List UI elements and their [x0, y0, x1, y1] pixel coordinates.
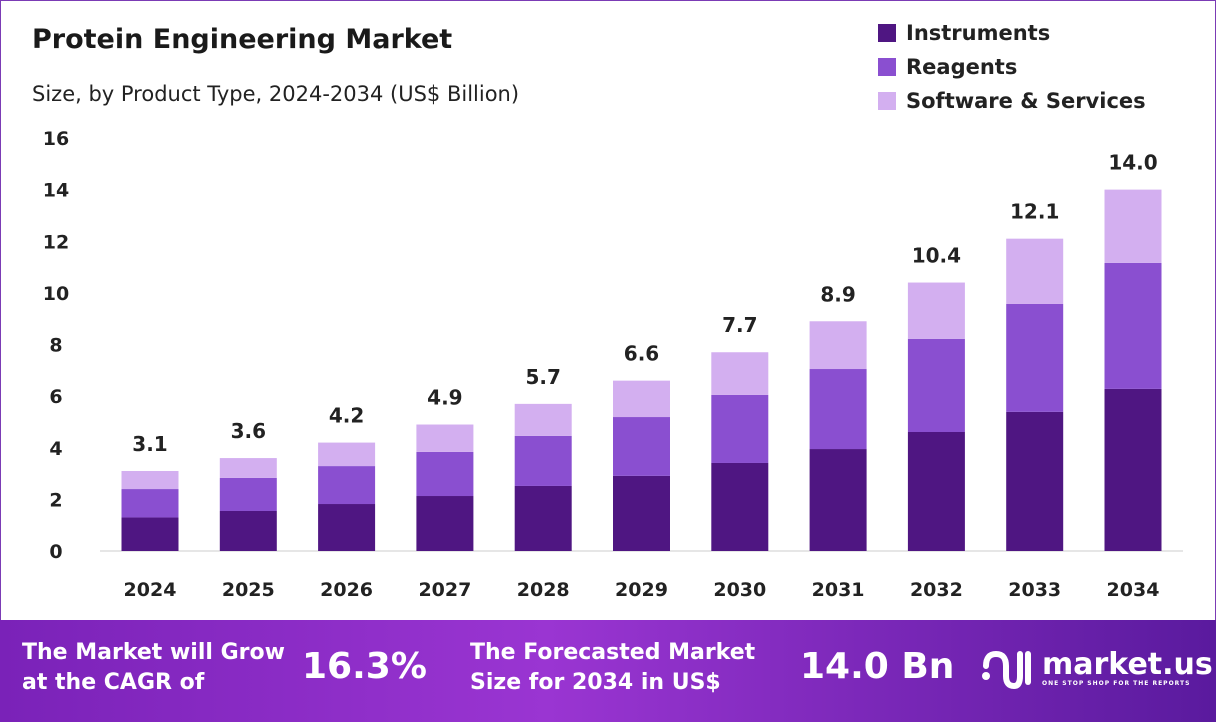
- bar-segment: [318, 504, 376, 551]
- x-tick-label: 2026: [320, 579, 373, 601]
- cagr-label-line: at the CAGR of: [22, 670, 205, 695]
- bar-segment: [1104, 262, 1162, 389]
- x-tick-label: 2031: [812, 579, 865, 601]
- bar-segment: [1104, 388, 1162, 551]
- legend-item-reagents: Reagents: [878, 50, 1146, 84]
- y-tick-label: 6: [49, 386, 62, 408]
- bar-segment: [416, 496, 474, 551]
- data-label: 14.0: [1108, 151, 1157, 175]
- x-tick-label: 2029: [615, 579, 668, 601]
- x-tick-label: 2024: [124, 579, 177, 601]
- x-tick-label: 2025: [222, 579, 275, 601]
- x-tick-label: 2027: [418, 579, 471, 601]
- market-us-logo: market.us ONE STOP SHOP FOR THE REPORTS: [980, 646, 1213, 690]
- data-label: 12.1: [1010, 200, 1059, 224]
- legend-swatch: [878, 58, 896, 76]
- x-tick-label: 2034: [1107, 579, 1160, 601]
- data-label: 8.9: [820, 282, 855, 306]
- y-tick-label: 2: [49, 489, 62, 511]
- forecast-label: The Forecasted Market Size for 2034 in U…: [470, 638, 755, 698]
- bar-segment: [1006, 411, 1064, 551]
- y-tick-label: 10: [43, 283, 69, 305]
- bar-segment: [809, 449, 867, 551]
- legend-label: Reagents: [906, 55, 1018, 79]
- data-label: 4.9: [427, 386, 462, 410]
- bar-segment: [416, 451, 474, 497]
- legend-label: Instruments: [906, 21, 1051, 45]
- bar-segment: [711, 394, 769, 463]
- y-tick-label: 12: [43, 231, 69, 253]
- bar-segment: [907, 282, 965, 339]
- bar-segment: [1006, 303, 1064, 412]
- x-tick-label: 2028: [517, 579, 570, 601]
- data-label: 3.1: [132, 432, 167, 456]
- y-tick-label: 4: [49, 438, 62, 460]
- x-tick-label: 2030: [713, 579, 766, 601]
- bar-segment: [613, 475, 670, 551]
- footer-banner: The Market will Grow at the CAGR of 16.3…: [0, 620, 1216, 722]
- y-tick-label: 0: [49, 541, 62, 563]
- data-label: 10.4: [912, 244, 961, 268]
- cagr-label-line: The Market will Grow: [22, 640, 285, 665]
- legend-item-instruments: Instruments: [878, 16, 1146, 50]
- bar-segment: [514, 403, 572, 436]
- bar-segment: [416, 424, 474, 452]
- bar-segment: [121, 517, 179, 551]
- bar-segment: [121, 489, 179, 518]
- legend-item-software-services: Software & Services: [878, 84, 1146, 118]
- y-tick-label: 16: [43, 128, 69, 150]
- logo-tagline: ONE STOP SHOP FOR THE REPORTS: [1042, 679, 1191, 687]
- bar-segment: [809, 369, 867, 450]
- data-label: 6.6: [624, 342, 659, 366]
- bar-segment: [318, 466, 376, 505]
- bar-segment: [613, 380, 670, 418]
- data-label: 7.7: [722, 313, 757, 337]
- bar-segment: [318, 442, 376, 467]
- bar-segment: [711, 352, 769, 395]
- chart-subtitle: Size, by Product Type, 2024-2034 (US$ Bi…: [32, 82, 520, 106]
- y-tick-label: 8: [49, 335, 62, 357]
- cagr-value: 16.3%: [302, 646, 427, 687]
- legend-swatch: [878, 24, 896, 42]
- data-label: 3.6: [231, 419, 266, 443]
- bar-segment: [613, 417, 670, 476]
- bar-segment: [219, 477, 277, 511]
- forecast-label-line: The Forecasted Market: [470, 640, 756, 665]
- bar-segment: [1006, 238, 1064, 304]
- bar-segment: [219, 510, 277, 551]
- bar-chart: 0 2 4 6 8 10 12 14 16 2024 3.1 2025 3.6 2026 4.2 2027 4.…: [43, 128, 1183, 601]
- legend-label: Software & Services: [906, 89, 1146, 113]
- forecast-value: 14.0 Bn: [800, 646, 955, 687]
- cagr-label: The Market will Grow at the CAGR of: [22, 638, 285, 698]
- x-tick-label: 2033: [1008, 579, 1061, 601]
- forecast-label-line: Size for 2034 in US$: [470, 670, 721, 695]
- logo-mark-icon: [982, 650, 1031, 690]
- legend: Instruments Reagents Software & Services: [878, 16, 1146, 118]
- data-label: 5.7: [525, 365, 560, 389]
- bar-segment: [809, 321, 867, 370]
- y-tick-label: 14: [43, 180, 69, 202]
- bar-segment: [121, 470, 179, 490]
- bar-segment: [219, 458, 277, 478]
- chart-title: Protein Engineering Market: [32, 24, 453, 55]
- legend-swatch: [878, 92, 896, 110]
- bar-segment: [907, 432, 965, 551]
- bar-segment: [711, 462, 769, 551]
- logo-text: market.us: [1042, 646, 1213, 682]
- x-tick-label: 2032: [910, 579, 963, 601]
- bar-segment: [1104, 189, 1162, 263]
- bar-segment: [514, 435, 572, 486]
- data-label: 4.2: [329, 404, 364, 428]
- bar-segment: [514, 485, 572, 551]
- bar-segment: [907, 338, 965, 433]
